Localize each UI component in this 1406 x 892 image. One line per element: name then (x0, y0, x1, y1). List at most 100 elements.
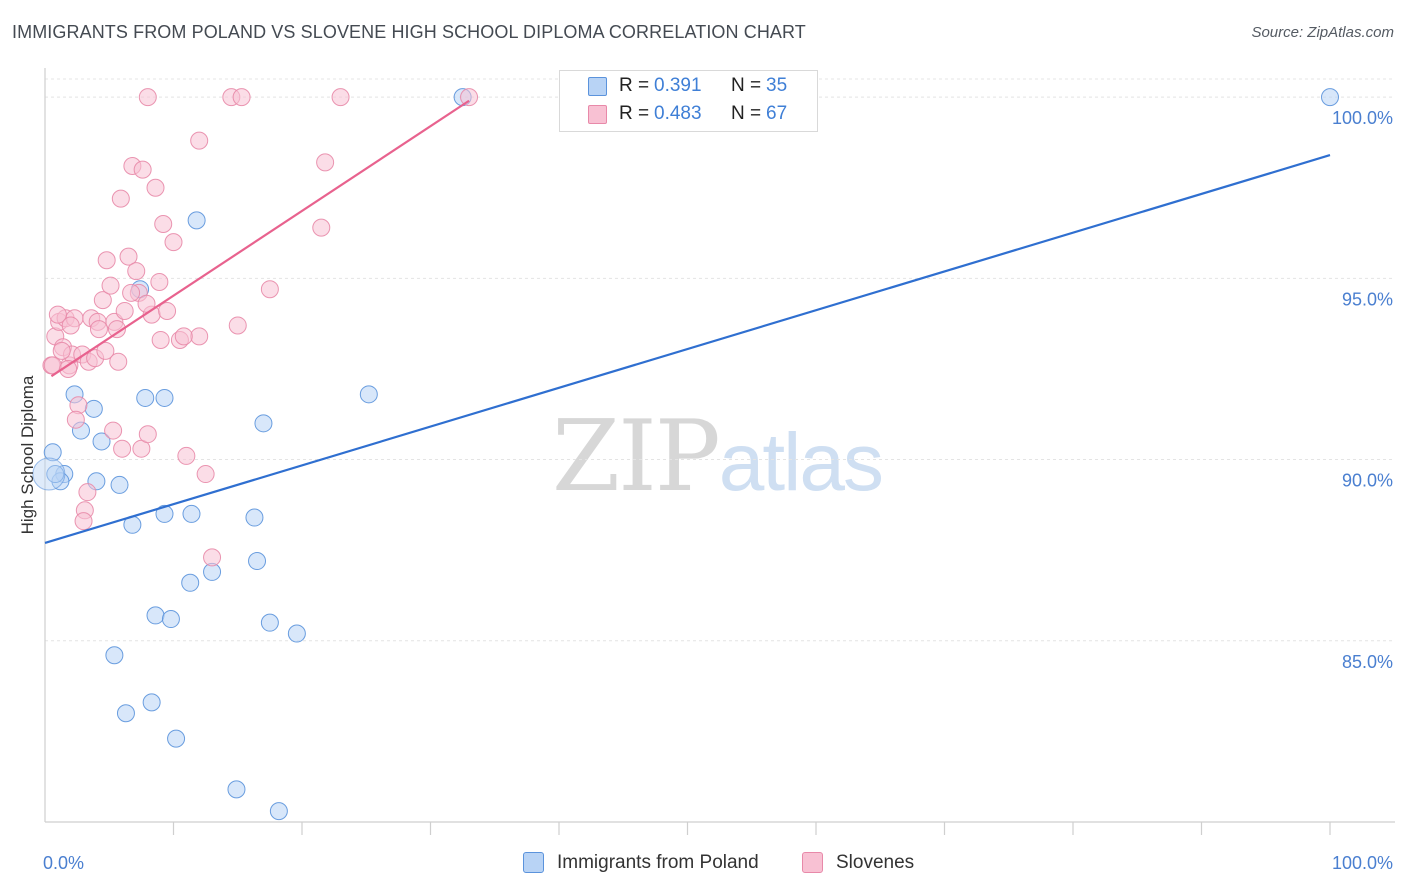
poland-point (142, 693, 161, 712)
slovene-point (74, 512, 93, 531)
slovene-point (146, 178, 165, 197)
slovene-point (104, 421, 123, 440)
poland-point (155, 388, 174, 407)
legend-n-value: 67 (766, 103, 788, 124)
x-tick-label: 0.0% (43, 853, 84, 873)
legend-row-slovenes: R = 0.483 N = 67 (560, 101, 817, 129)
slovene-point (138, 425, 157, 444)
slovene-point (164, 233, 183, 252)
poland-point (167, 729, 186, 748)
poland-point (359, 385, 378, 404)
slovene-point (190, 327, 209, 346)
watermark-atlas: atlas (718, 417, 884, 508)
slovene-point (151, 330, 170, 349)
legend-swatch-poland (588, 77, 607, 96)
axes (44, 68, 1395, 835)
slovene-point (331, 88, 350, 107)
slovene-point (190, 131, 209, 150)
poland-trend-line (44, 154, 1331, 544)
legend-r-value: 0.391 (654, 75, 702, 96)
trend-lines (44, 99, 1331, 544)
slovene-point (127, 262, 146, 281)
poland-point (43, 443, 62, 462)
poland-point (110, 475, 129, 494)
grid-lines (45, 78, 1395, 642)
legend-r-label: R = (619, 75, 650, 96)
slovene-point (48, 305, 67, 324)
x-tick-label: 100.0% (1332, 853, 1393, 873)
watermark: ZIPatlas (552, 400, 884, 514)
y-tick-label: 95.0% (1342, 289, 1393, 309)
slovene-point (312, 218, 331, 237)
slovene-point (122, 283, 141, 302)
legend-n-label: N = (731, 103, 762, 124)
poland-cluster-point (32, 457, 66, 491)
slovene-point (460, 88, 479, 107)
slovene-point (154, 214, 173, 233)
slovene-point (133, 160, 152, 179)
poland-point (181, 573, 200, 592)
legend-n-value: 35 (766, 75, 788, 96)
slovene-point (111, 189, 130, 208)
slovene-point (52, 341, 71, 360)
slovene-point (66, 410, 85, 429)
legend-swatch-slovenes (588, 105, 607, 124)
poland-point (227, 780, 246, 799)
poland-point (187, 211, 206, 230)
y-tick-label: 100.0% (1332, 108, 1393, 128)
slovene-point (232, 88, 251, 107)
poland-point (161, 610, 180, 629)
stats-legend: R = 0.391 N = 35 R = 0.483 N = 67 (559, 70, 818, 132)
slovene-point (78, 483, 97, 502)
slovene-point (96, 341, 115, 360)
watermark-zip: ZIP (552, 400, 721, 514)
poland-point (287, 624, 306, 643)
poland-point (84, 399, 103, 418)
slovene-point (101, 276, 120, 295)
legend-r-label: R = (619, 103, 650, 124)
series-poland-points (32, 88, 1339, 821)
poland-point (248, 552, 267, 571)
bottom-legend-swatch-slovenes (802, 852, 823, 873)
poland-point (116, 704, 135, 723)
bottom-legend-swatch-poland (523, 852, 544, 873)
poland-point (155, 504, 174, 523)
y-tick-label: 85.0% (1342, 652, 1393, 672)
slovene-point (97, 251, 116, 270)
poland-point (182, 504, 201, 523)
slovene-point (113, 439, 132, 458)
slovene-point (119, 247, 138, 266)
poland-point (254, 414, 273, 433)
slovene-point (59, 359, 78, 378)
slovene-point (158, 301, 177, 320)
legend-r-value: 0.483 (654, 103, 702, 124)
slovene-point (61, 316, 80, 335)
poland-point (46, 465, 65, 484)
slovene-point (138, 88, 157, 107)
slovene-point (150, 272, 169, 291)
bottom-legend-label-slovenes: Slovenes (836, 852, 915, 873)
slovene-trend-line (50, 99, 470, 378)
legend-row-poland: R = 0.391 N = 35 (560, 73, 817, 101)
slovene-point (177, 446, 196, 465)
series-slovenes-points (42, 88, 479, 567)
slovene-point (316, 153, 335, 172)
slovene-point (260, 280, 279, 299)
slovene-point (109, 352, 128, 371)
poland-point (136, 388, 155, 407)
slovene-point (203, 548, 222, 567)
bottom-legend-label-poland: Immigrants from Poland (557, 852, 759, 873)
poland-point (269, 802, 288, 821)
slovene-point (196, 465, 215, 484)
slovene-point (107, 320, 126, 339)
poland-point (146, 606, 165, 625)
slovene-point (174, 327, 193, 346)
chart-title: IMMIGRANTS FROM POLAND VS SLOVENE HIGH S… (12, 22, 806, 42)
y-tick-label: 90.0% (1342, 471, 1393, 491)
slovene-point (89, 320, 108, 339)
poland-point (1321, 88, 1339, 107)
slovene-point (115, 301, 134, 320)
source-credit: Source: ZipAtlas.com (1251, 24, 1394, 41)
poland-point (245, 508, 264, 527)
